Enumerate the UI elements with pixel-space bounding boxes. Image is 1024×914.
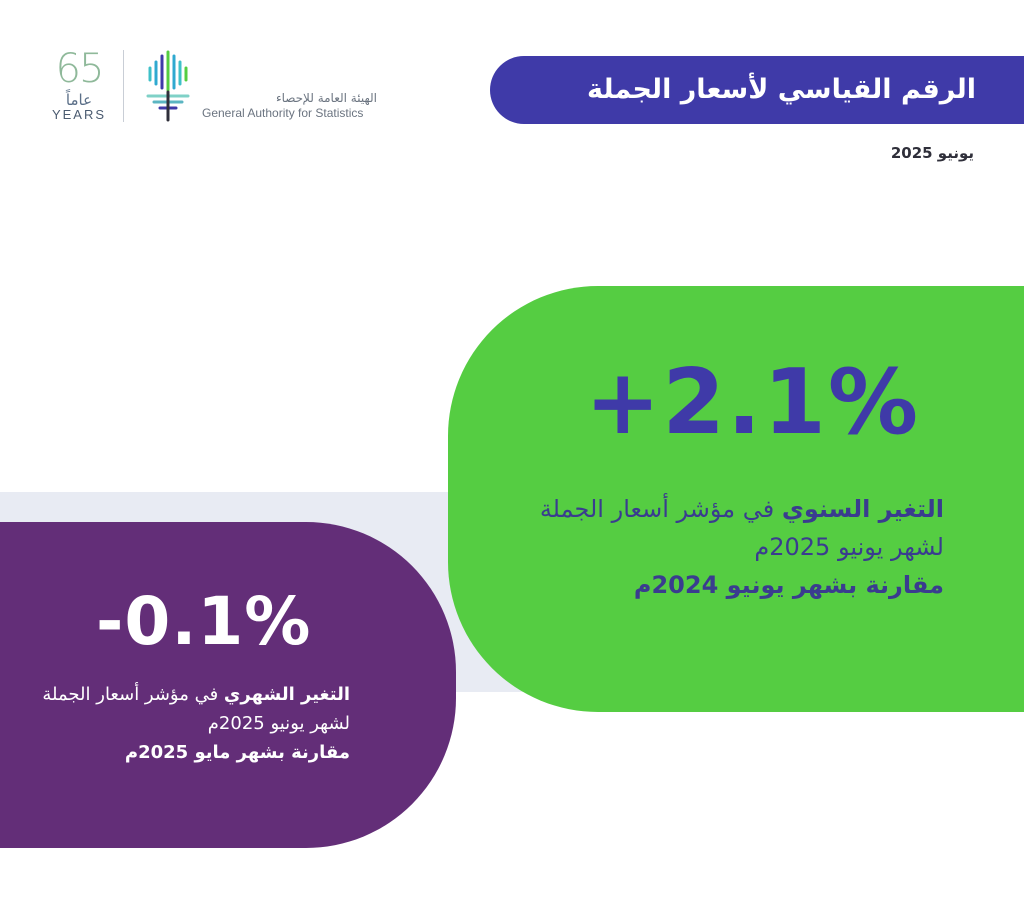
years-arabic: عاماً [65, 91, 93, 109]
annual-change-comparison: مقارنة بشهر يونيو 2024م [633, 571, 944, 599]
title-banner: الرقم القياسي لأسعار الجملة [490, 56, 1024, 124]
authority-english: General Authority for Statistics [202, 106, 364, 120]
annual-change-text: في مؤشر أسعار الجملة لشهر يونيو 2025م [539, 495, 944, 561]
annual-change-description: التغير السنوي في مؤشر أسعار الجملة لشهر … [524, 490, 944, 604]
annual-change-card: +2.1% التغير السنوي في مؤشر أسعار الجملة… [448, 286, 1024, 712]
authority-name: الهيئة العامة للإحصاء General Authority … [202, 90, 377, 121]
report-date: يونيو 2025 [890, 144, 974, 162]
years-number: 65 [55, 46, 105, 92]
annual-change-label: التغير السنوي [781, 495, 944, 523]
years-english: YEARS [51, 107, 107, 122]
logo-divider [123, 50, 124, 122]
page-title: الرقم القياسي لأسعار الجملة [586, 74, 976, 105]
monthly-change-description: التغير الشهري في مؤشر أسعار الجملة لشهر … [40, 680, 350, 767]
gastat-emblem-icon [146, 50, 190, 122]
authority-arabic: الهيئة العامة للإحصاء [275, 91, 377, 105]
annual-change-value: +2.1% [584, 350, 920, 455]
monthly-change-value: -0.1% [96, 583, 312, 660]
logo-area: 65 عاماً YEARS الهيئة العامة للإحصاء Gen… [44, 44, 384, 134]
monthly-change-comparison: مقارنة بشهر مايو 2025م [124, 742, 350, 763]
monthly-change-text: في مؤشر أسعار الجملة لشهر يونيو 2025م [42, 684, 350, 734]
monthly-change-label: التغير الشهري [223, 684, 350, 705]
anniversary-logo: 65 عاماً YEARS [44, 48, 114, 122]
monthly-change-card: -0.1% التغير الشهري في مؤشر أسعار الجملة… [0, 522, 456, 848]
